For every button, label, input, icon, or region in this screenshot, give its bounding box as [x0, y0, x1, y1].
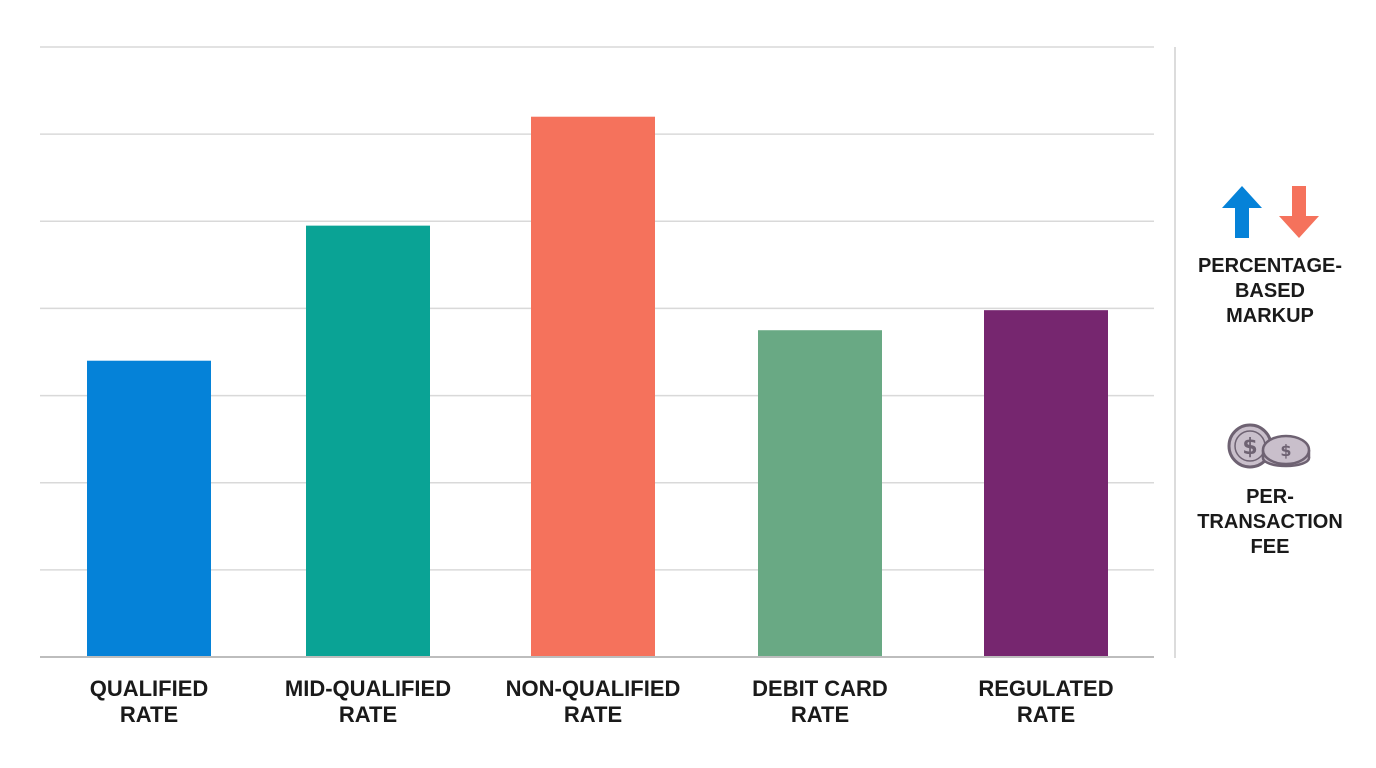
tick-label-debit-card-rate: DEBIT CARD RATE [752, 676, 888, 727]
bar-debit-card-rate [758, 330, 882, 657]
tick-label-qualified-rate: QUALIFIED RATE [89, 676, 209, 727]
coins-icon: $ $ [1226, 420, 1316, 477]
up-down-arrows-icon [1218, 184, 1322, 245]
bars [87, 116, 1108, 657]
legend-label-per-transaction-fee: PER- TRANSACTION FEE [1197, 486, 1343, 558]
tick-label-mid-qualified-rate: MID-QUALIFIED RATE [284, 676, 452, 727]
tick-label-regulated-rate: REGULATED RATE [978, 676, 1114, 727]
svg-text:$: $ [1280, 441, 1291, 460]
svg-text:$: $ [1242, 435, 1257, 460]
legend-label-percentage-based-markup: PERCENTAGE- BASED MARKUP [1197, 255, 1343, 327]
bar-regulated-rate [984, 310, 1108, 657]
bar-mid-qualified-rate [306, 225, 430, 657]
tick-label-non-qualified-rate: NON-QUALIFIED RATE [505, 676, 681, 727]
bar-non-qualified-rate [531, 116, 655, 657]
bar-qualified-rate [87, 360, 211, 657]
